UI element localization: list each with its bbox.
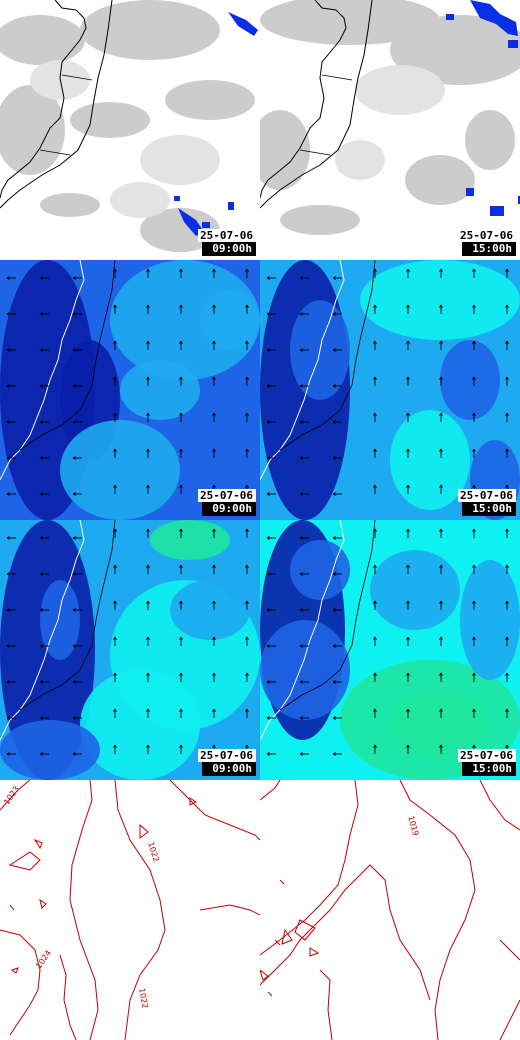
- wind-panel-b-0900: 25-07-06 09:00h: [0, 520, 260, 780]
- date-label: 25-07-06: [458, 489, 516, 502]
- timestamp: 25-07-06 09:00h: [198, 489, 256, 516]
- time-label: 15:00h: [462, 502, 516, 516]
- cloud-panel-0900: 25-07-06 09:00h: [0, 0, 260, 260]
- date-label: 25-07-06: [198, 489, 256, 502]
- isobar-panel-0900: 1023 1022 1024 1022: [0, 780, 260, 1040]
- timestamp: 25-07-06 15:00h: [458, 229, 516, 256]
- cloud-panel-1500: 25-07-06 15:00h: [260, 0, 520, 260]
- date-label: 25-07-06: [198, 749, 256, 762]
- time-label: 09:00h: [202, 242, 256, 256]
- timestamp: 25-07-06 09:00h: [198, 749, 256, 776]
- cloud-map: [0, 0, 260, 260]
- timestamp: 25-07-06 15:00h: [458, 489, 516, 516]
- date-label: 25-07-06: [458, 749, 516, 762]
- isobar-map: 1019: [260, 780, 520, 1040]
- isobar-label: 1022: [137, 987, 149, 1009]
- cloud-map: [260, 0, 520, 260]
- timestamp: 25-07-06 09:00h: [198, 229, 256, 256]
- timestamp: 25-07-06 15:00h: [458, 749, 516, 776]
- date-label: 25-07-06: [198, 229, 256, 242]
- wind-map: [260, 260, 520, 520]
- wind-panel-b-1500: 25-07-06 15:00h: [260, 520, 520, 780]
- wind-map: [260, 520, 520, 780]
- time-label: 15:00h: [462, 242, 516, 256]
- wind-panel-a-0900: 25-07-06 09:00h: [0, 260, 260, 520]
- wind-panel-a-1500: 25-07-06 15:00h: [260, 260, 520, 520]
- isobar-map: 1023 1022 1024 1022: [0, 780, 260, 1040]
- isobar-panel-1500: 1019: [260, 780, 520, 1040]
- time-label: 09:00h: [202, 502, 256, 516]
- wind-map: [0, 260, 260, 520]
- time-label: 09:00h: [202, 762, 256, 776]
- wind-map: [0, 520, 260, 780]
- time-label: 15:00h: [462, 762, 516, 776]
- date-label: 25-07-06: [458, 229, 516, 242]
